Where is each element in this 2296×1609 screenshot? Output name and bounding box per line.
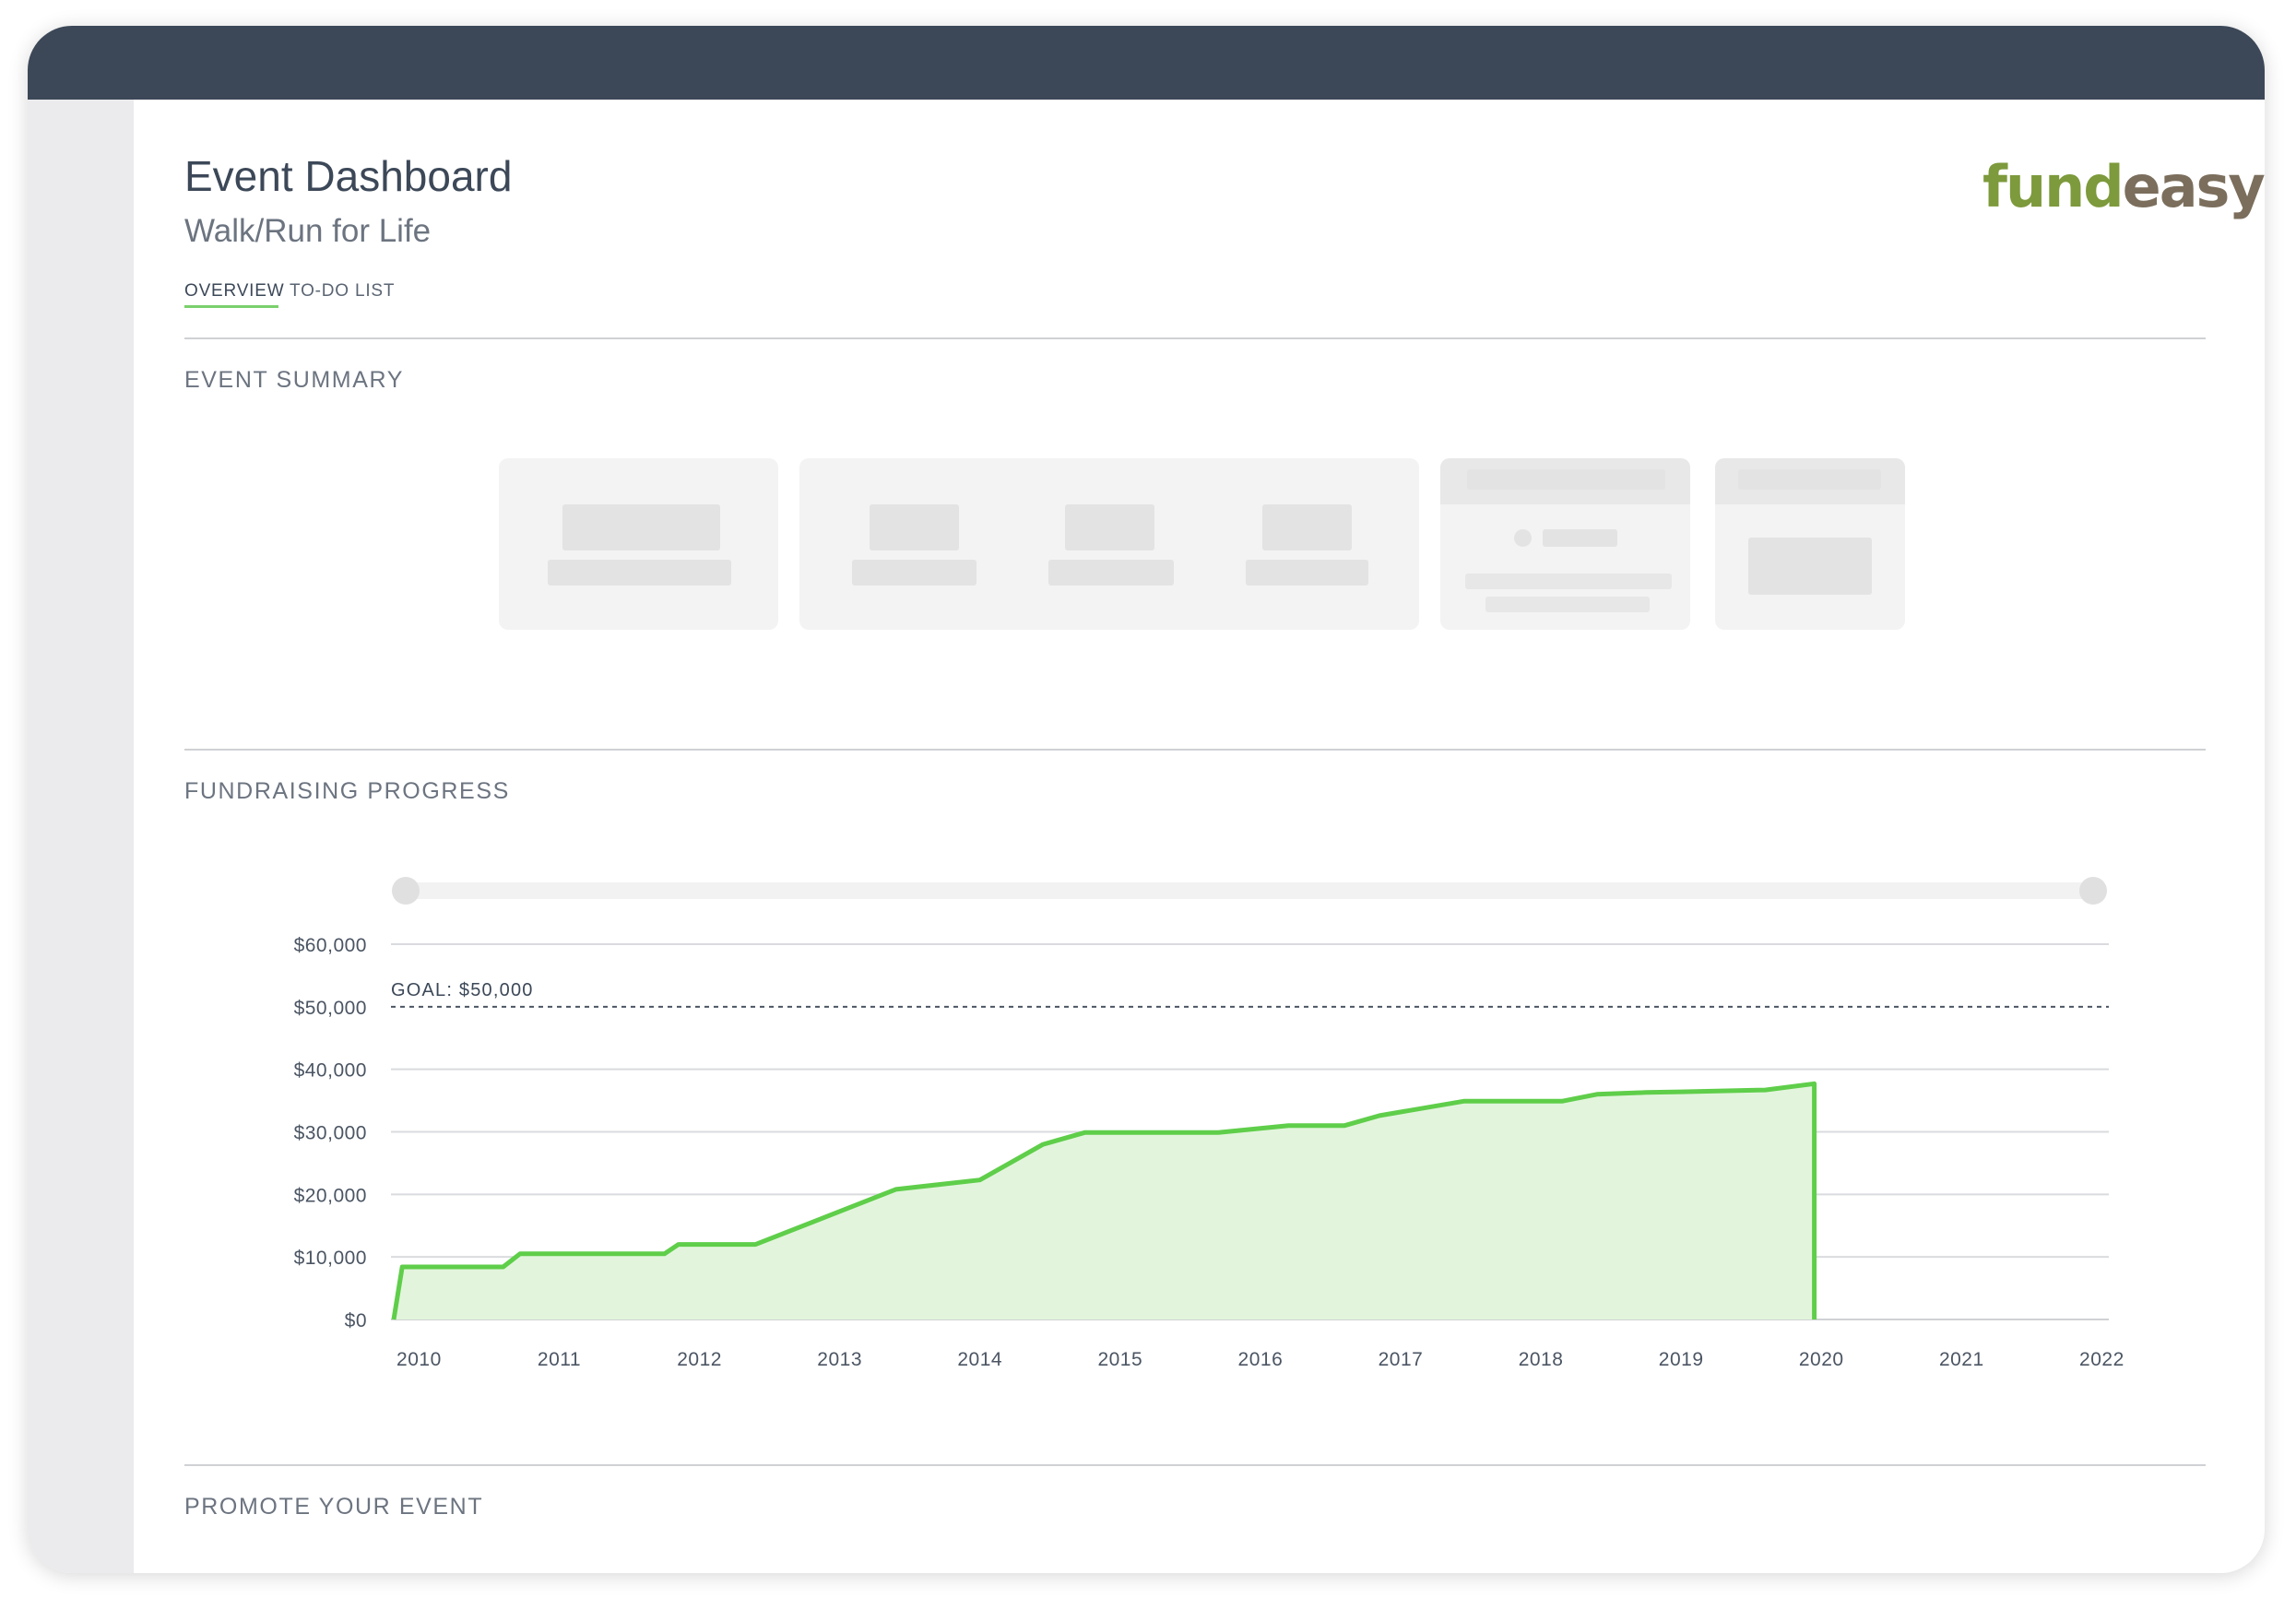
- sidebar: [28, 100, 134, 1573]
- placeholder-block: [1467, 469, 1665, 490]
- x-tick-label: 2019: [1659, 1349, 1704, 1370]
- event-name: Walk/Run for Life: [184, 213, 432, 249]
- x-tick-label: 2017: [1379, 1349, 1424, 1370]
- summary-card-placeholder: [799, 458, 1419, 630]
- section-divider: [184, 1464, 2206, 1466]
- goal-label: GOAL: $50,000: [391, 980, 534, 1000]
- section-divider: [184, 749, 2206, 751]
- series-line: [391, 1081, 1817, 1320]
- placeholder-block: [1246, 560, 1368, 586]
- summary-card-placeholder: [1440, 458, 1690, 630]
- active-tab-indicator: [184, 305, 278, 308]
- placeholder-block: [562, 504, 720, 550]
- y-tick-label: $10,000: [294, 1248, 367, 1269]
- placeholder-block: [548, 560, 731, 586]
- y-tick-label: $50,000: [294, 998, 367, 1019]
- x-tick-label: 2014: [957, 1349, 1002, 1370]
- y-tick-label: $0: [345, 1310, 367, 1331]
- range-slider-track: [406, 882, 2093, 899]
- placeholder-block: [1048, 560, 1174, 586]
- range-slider-start-handle[interactable]: [392, 877, 420, 905]
- placeholder-block: [1738, 469, 1881, 490]
- section-divider: [184, 337, 2206, 339]
- placeholder-block: [1543, 529, 1617, 547]
- placeholder-block: [1065, 504, 1154, 550]
- area-fill: [394, 1083, 1815, 1319]
- x-tick-label: 2012: [677, 1349, 722, 1370]
- x-tick-label: 2018: [1519, 1349, 1564, 1370]
- range-slider-end-handle[interactable]: [2079, 877, 2107, 905]
- y-tick-label: $20,000: [294, 1185, 367, 1206]
- placeholder-dot: [1514, 529, 1532, 547]
- y-tick-label: $40,000: [294, 1060, 367, 1082]
- logo-part-fund: fund: [1982, 153, 2124, 220]
- x-tick-label: 2015: [1097, 1349, 1142, 1370]
- section-title-promote-your-event: PROMOTE YOUR EVENT: [184, 1494, 484, 1520]
- x-tick-label: 2013: [817, 1349, 862, 1370]
- x-tick-label: 2016: [1238, 1349, 1284, 1370]
- placeholder-block: [1748, 538, 1872, 595]
- placeholder-block: [1465, 574, 1672, 589]
- placeholder-block: [1485, 597, 1650, 612]
- x-tick-label: 2020: [1799, 1349, 1844, 1370]
- date-range-slider: [392, 877, 2107, 905]
- x-tick-label: 2022: [2079, 1349, 2124, 1370]
- x-tick-label: 2011: [538, 1349, 581, 1370]
- logo-part-easy: easy: [2122, 153, 2266, 220]
- placeholder-block: [852, 560, 976, 586]
- fundeasy-logo: fundeasy: [1982, 159, 2266, 216]
- main-content: [134, 100, 2265, 1573]
- placeholder-block: [1262, 504, 1352, 550]
- tab-overview[interactable]: OVERVIEW: [184, 281, 285, 301]
- section-title-fundraising-progress: FUNDRAISING PROGRESS: [184, 778, 510, 804]
- section-title-event-summary: EVENT SUMMARY: [184, 367, 404, 393]
- x-tick-label: 2010: [396, 1349, 442, 1370]
- page-title: Event Dashboard: [184, 152, 513, 200]
- top-bar: [28, 26, 2265, 100]
- placeholder-block: [870, 504, 959, 550]
- y-tick-label: $30,000: [294, 1123, 367, 1144]
- summary-card-placeholder: [1715, 458, 1905, 630]
- tab-to-do-list[interactable]: TO-DO LIST: [290, 281, 396, 301]
- x-tick-label: 2021: [1939, 1349, 1984, 1370]
- summary-card-placeholder: [499, 458, 778, 630]
- y-tick-label: $60,000: [294, 935, 367, 956]
